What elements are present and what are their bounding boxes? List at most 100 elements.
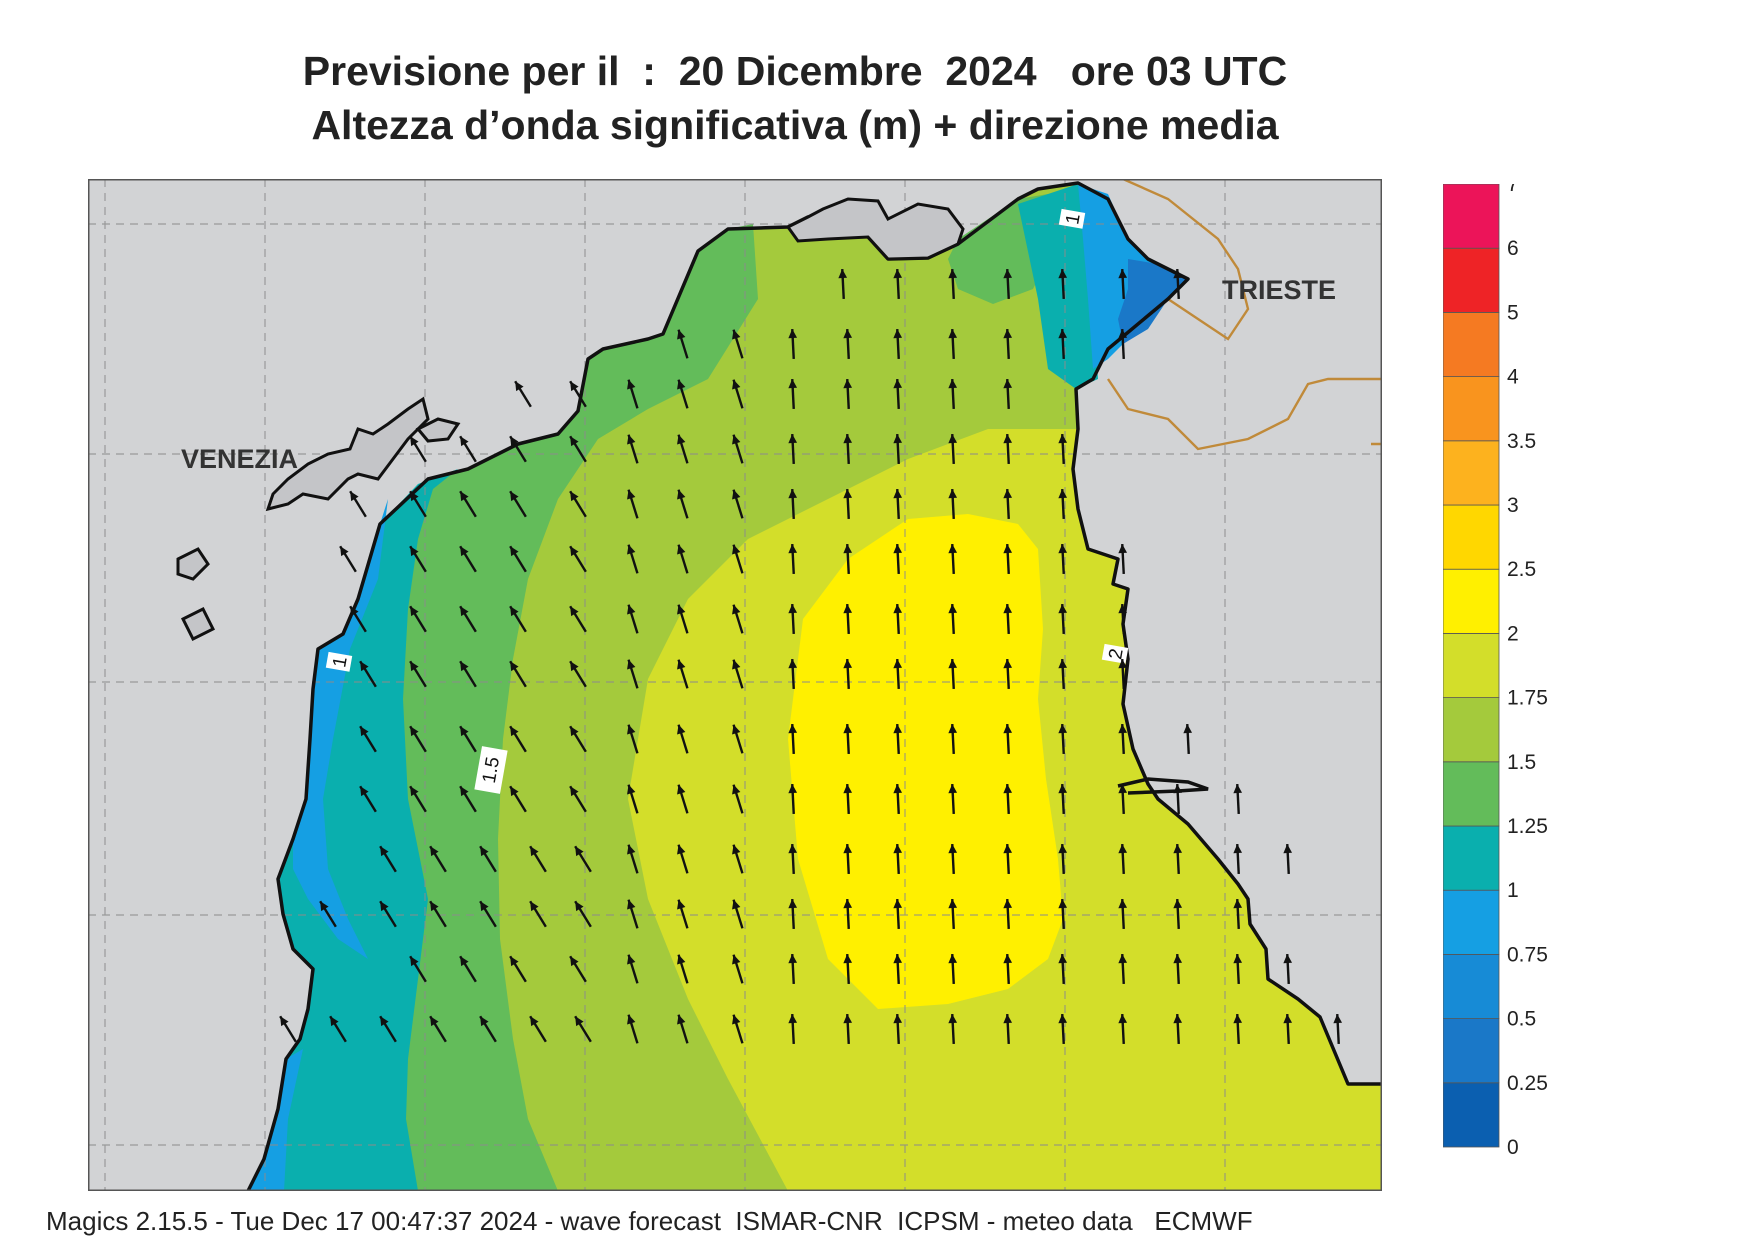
wave-arrow-head: [732, 784, 741, 795]
wave-arrow-head: [280, 1016, 289, 1027]
legend-swatch: [1442, 440, 1500, 506]
wave-arrow-head: [627, 379, 636, 390]
wave-arrow-head: [480, 901, 489, 912]
wave-arrow-head: [1058, 604, 1068, 614]
wave-arrow-head: [510, 786, 519, 797]
wave-arrow-head: [510, 436, 519, 447]
legend-swatch: [1442, 311, 1500, 377]
lagoon-island-4: [415, 417, 461, 443]
wave-arrow-head: [677, 899, 686, 910]
wave-arrow-head: [460, 606, 469, 617]
wave-arrow-head: [788, 724, 798, 734]
wave-height-map[interactable]: 1 1 1.5 2: [88, 179, 1382, 1191]
wave-arrow-head: [1233, 1014, 1243, 1024]
wave-arrow-head: [570, 661, 579, 672]
wave-arrow-head: [380, 1016, 389, 1027]
wave-arrow-head: [430, 901, 439, 912]
wave-arrow-head: [843, 899, 853, 909]
wave-arrow-head: [515, 381, 524, 392]
wave-arrow-head: [1283, 1014, 1293, 1024]
wave-arrow-head: [430, 846, 439, 857]
wave-arrow-head: [843, 659, 853, 669]
wave-arrow-head: [360, 661, 369, 672]
wave-arrow-head: [1058, 954, 1068, 964]
wave-arrow-head: [570, 491, 579, 502]
wave-arrow-head: [893, 329, 903, 339]
color-legend: 0 0.25 0.5 0.75 1 1.25 1.5 1.75 2 2.5 3 3.5 4 5 6 7: [1442, 173, 1573, 1169]
wave-arrow-head: [460, 726, 469, 737]
sea-band-trieste-dark: [1118, 259, 1188, 344]
wave-arrow-head: [948, 844, 958, 854]
wave-arrow-head: [410, 436, 419, 447]
wave-arrow-head: [1003, 954, 1013, 964]
wave-arrow-head: [510, 726, 519, 737]
legend-tick-label: 0.25: [1507, 1072, 1548, 1095]
legend-swatch: [1442, 761, 1500, 827]
lagoon-island-2: [176, 547, 210, 581]
wave-arrow-head: [732, 844, 741, 855]
legend-swatch: [1442, 568, 1500, 634]
legend-tick-label: 1.25: [1507, 815, 1548, 838]
wave-arrow-head: [1233, 954, 1243, 964]
wave-arrow-head: [1118, 1014, 1128, 1024]
wave-arrow-head: [510, 661, 519, 672]
legend-swatch: [1442, 504, 1500, 570]
wave-arrow-head: [1333, 1014, 1343, 1024]
wave-arrow-head: [1003, 329, 1013, 339]
wave-arrow-head: [843, 434, 853, 444]
wave-arrow-head: [1058, 724, 1068, 734]
place-label-trieste: TRIESTE: [1222, 275, 1337, 305]
wave-arrow-head: [1118, 784, 1128, 794]
wave-arrow-head: [893, 954, 903, 964]
wave-arrow-head: [677, 434, 686, 445]
wave-arrow-head: [788, 659, 798, 669]
wave-arrow-head: [893, 899, 903, 909]
legend-tick-label: 3.5: [1507, 430, 1536, 453]
wave-arrow-head: [843, 489, 853, 499]
legend-tick-label: 1.5: [1507, 751, 1536, 774]
footer-credits: Magics 2.15.5 - Tue Dec 17 00:47:37 2024…: [46, 1206, 1253, 1236]
wave-arrow-head: [843, 379, 853, 389]
wave-arrow-head: [510, 606, 519, 617]
sea-band-0-75-venice: [293, 499, 388, 959]
wave-arrow-head: [1058, 329, 1068, 339]
wave-arrow-head: [1118, 724, 1128, 734]
wave-arrow-head: [1173, 844, 1183, 854]
wave-arrow-head: [1283, 954, 1293, 964]
wave-arrow-head: [677, 1014, 686, 1025]
legend-tick-label: 4: [1507, 366, 1519, 389]
wave-arrow-head: [732, 489, 741, 500]
wave-arrow-head: [340, 546, 349, 557]
wave-arrow-head: [948, 784, 958, 794]
wave-arrow-head: [460, 661, 469, 672]
wave-arrow-head: [1003, 844, 1013, 854]
wave-arrow-head: [732, 1014, 741, 1025]
wave-arrow-head: [575, 901, 584, 912]
wave-arrow-head: [1058, 434, 1068, 444]
wave-arrow-head: [677, 489, 686, 500]
wave-arrow-head: [627, 954, 636, 965]
wave-arrow-head: [948, 544, 958, 554]
wave-arrow-head: [1003, 379, 1013, 389]
wave-arrow-head: [627, 724, 636, 735]
wave-arrow-head: [843, 1014, 853, 1024]
wave-arrow-head: [893, 269, 903, 279]
wave-arrow-head: [1058, 489, 1068, 499]
wave-arrow-head: [1058, 1014, 1068, 1024]
wave-arrow-head: [1003, 489, 1013, 499]
wave-arrow-head: [893, 489, 903, 499]
wave-arrow-head: [410, 606, 419, 617]
wave-arrow-head: [1003, 1014, 1013, 1024]
wave-arrow-head: [838, 269, 848, 279]
wave-arrow-head: [732, 544, 741, 555]
wave-arrow-head: [948, 899, 958, 909]
wave-arrow-head: [460, 786, 469, 797]
legend-tick-label: 2: [1507, 622, 1519, 645]
wave-arrow-head: [677, 659, 686, 670]
wave-arrow-head: [788, 379, 798, 389]
svg-text:2: 2: [1105, 647, 1128, 661]
wave-arrow-head: [510, 491, 519, 502]
wave-arrow-head: [410, 491, 419, 502]
contour-labels: 1 1 1.5 2: [325, 208, 1129, 794]
wave-arrow-head: [510, 956, 519, 967]
